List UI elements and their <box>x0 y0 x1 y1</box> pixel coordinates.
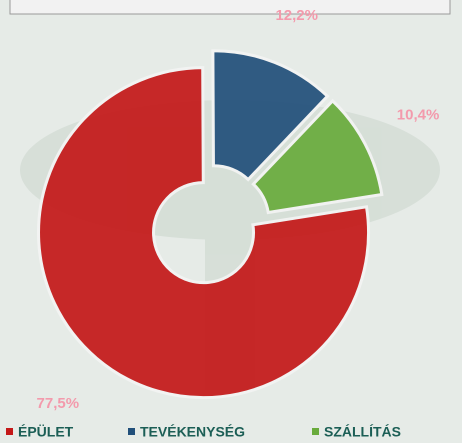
top-box <box>10 0 450 14</box>
chart: 77,5% 12,2% 10,4% ÉPÜLET TEVÉKENYSÉG SZÁLLÍTÁ… <box>0 0 462 443</box>
legend-swatch <box>128 428 135 435</box>
legend-swatch <box>6 428 13 435</box>
legend-label: ÉPÜLET <box>18 424 74 440</box>
legend-label: TEVÉKENYSÉG <box>140 424 245 440</box>
legend-label: SZÁLLÍTÁS <box>324 424 401 440</box>
value-label: 10,4% <box>397 107 440 124</box>
legend-swatch <box>312 428 319 435</box>
page: {"chart_data": {"type": "pie", "donut": … <box>0 0 462 443</box>
value-label: 77,5% <box>37 395 80 412</box>
value-label: 12,2% <box>275 7 318 24</box>
